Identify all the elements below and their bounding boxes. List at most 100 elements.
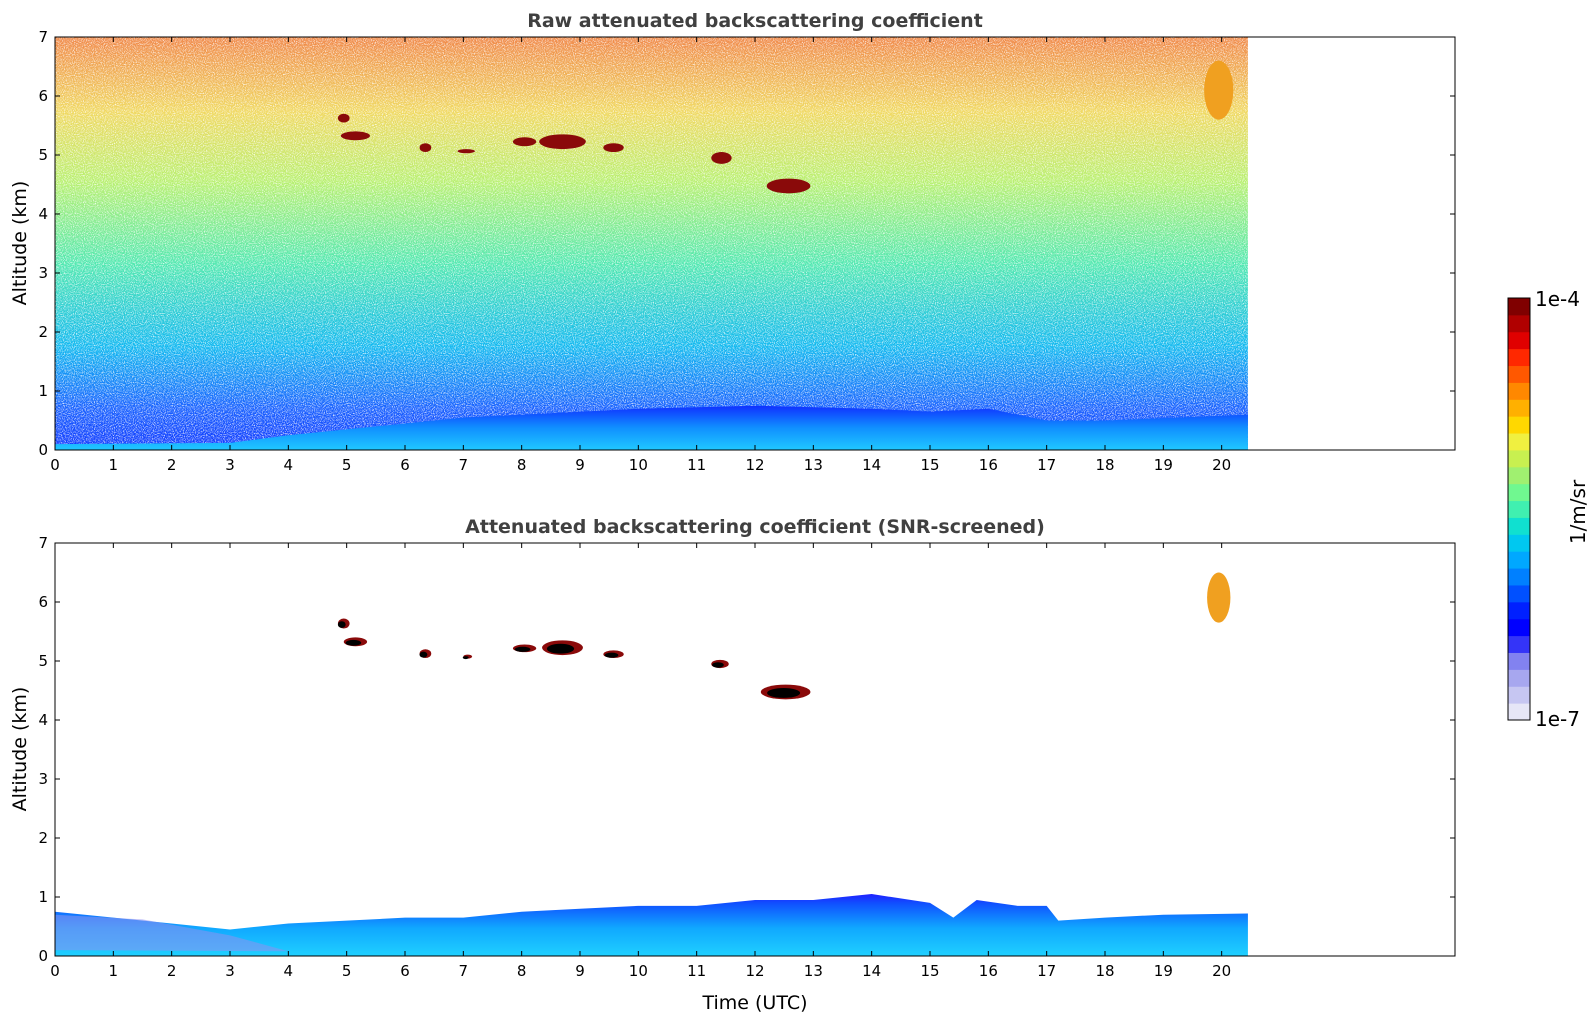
cloud-layer	[340, 131, 370, 141]
heatmap-raw	[55, 37, 1248, 450]
x-tick-label: 0	[50, 962, 60, 980]
colorbar-segment	[1508, 416, 1530, 434]
boundary-layer-raw	[55, 405, 1248, 450]
plot-frame-screened	[54, 542, 1456, 957]
x-tick-label: 13	[804, 962, 823, 980]
x-tick-label: 2	[167, 456, 177, 474]
colorbar-segment	[1508, 331, 1530, 350]
x-tick-label: 8	[517, 962, 527, 980]
colorbar: 1e-4 1e-7 1/m/sr	[1507, 287, 1590, 731]
x-tick-label: 9	[575, 962, 585, 980]
boundary-layer-area	[55, 405, 1248, 450]
colorbar-segment	[1508, 584, 1530, 603]
xlabel-time: Time (UTC)	[701, 992, 807, 1014]
x-axis-raw: 0 1 2 3 4 5 6 7 8 9 10 11 12 13 14 15 16 17 18 19 20	[50, 37, 1231, 474]
y-tick-label: 2	[38, 829, 48, 847]
x-tick-label: 11	[687, 456, 706, 474]
panel-raw: Raw attenuated backscattering coefficien…	[9, 10, 1456, 474]
colorbar-segment	[1508, 298, 1530, 316]
cloud-layer	[711, 152, 732, 164]
cloud-layer	[1204, 60, 1234, 120]
y-tick-label: 3	[38, 264, 48, 282]
colorbar-segment	[1508, 314, 1530, 333]
x-tick-label: 2	[167, 962, 177, 980]
x-tick-label: 7	[459, 962, 469, 980]
x-tick-label: 18	[1095, 962, 1114, 980]
y-tick-label: 6	[38, 87, 48, 105]
chart-title-raw: Raw attenuated backscattering coefficien…	[527, 10, 983, 32]
y-tick-label: 4	[38, 205, 48, 223]
x-tick-label: 1	[109, 456, 119, 474]
x-tick-label: 15	[920, 456, 939, 474]
x-tick-label: 4	[284, 456, 294, 474]
colorbar-segment	[1508, 483, 1530, 502]
x-tick-label: 16	[979, 456, 998, 474]
x-tick-label: 19	[1154, 962, 1173, 980]
colorbar-segment	[1508, 652, 1530, 670]
heatmap-screened	[55, 572, 1248, 956]
cloud-layer	[539, 134, 586, 150]
colorbar-segment	[1508, 382, 1530, 400]
colorbar-segment	[1508, 399, 1530, 417]
x-tick-label: 17	[1037, 456, 1056, 474]
cloud-core	[514, 646, 531, 652]
x-tick-label: 20	[1212, 962, 1231, 980]
colorbar-segment	[1508, 635, 1530, 653]
x-tick-label: 10	[629, 962, 648, 980]
x-tick-label: 18	[1095, 456, 1114, 474]
raw-noise-overlay	[55, 37, 1248, 450]
y-axis-raw: 0 1 2 3 4 5 6 7	[38, 28, 1455, 459]
colorbar-segment	[1508, 669, 1530, 687]
x-tick-label: 4	[284, 962, 294, 980]
x-tick-label: 3	[225, 962, 235, 980]
cloud-core	[345, 639, 362, 646]
cloud-layer	[419, 143, 432, 153]
y-tick-label: 1	[38, 382, 48, 400]
y-tick-label: 0	[38, 441, 48, 459]
colorbar-unit-label: 1/m/sr	[1566, 479, 1590, 544]
colorbar-segment	[1508, 433, 1530, 451]
x-tick-label: 6	[400, 456, 410, 474]
cloud-layers-raw	[337, 60, 1234, 194]
x-tick-label: 5	[342, 456, 352, 474]
cloud-layer	[337, 113, 350, 123]
x-tick-label: 3	[225, 456, 235, 474]
colorbar-segment	[1508, 365, 1530, 383]
cloud-core	[767, 688, 801, 698]
chart-title-screened: Attenuated backscattering coefficient (S…	[465, 516, 1045, 538]
colorbar-scale	[1508, 298, 1530, 721]
x-tick-label: 12	[745, 962, 764, 980]
y-tick-label: 4	[38, 711, 48, 729]
colorbar-min-label: 1e-7	[1535, 707, 1580, 731]
x-tick-label: 13	[804, 456, 823, 474]
y-tick-label: 7	[38, 28, 48, 46]
x-tick-label: 17	[1037, 962, 1056, 980]
x-tick-label: 16	[979, 962, 998, 980]
y-tick-label: 2	[38, 323, 48, 341]
y-tick-label: 5	[38, 652, 48, 670]
boundary-layer-area	[55, 894, 1248, 956]
x-tick-label: 11	[687, 962, 706, 980]
x-tick-label: 12	[745, 456, 764, 474]
colorbar-segment	[1508, 551, 1530, 569]
x-tick-label: 20	[1212, 456, 1231, 474]
x-tick-label: 0	[50, 456, 60, 474]
x-tick-label: 8	[517, 456, 527, 474]
x-tick-label: 7	[459, 456, 469, 474]
y-tick-label: 3	[38, 770, 48, 788]
y-tick-label: 5	[38, 146, 48, 164]
x-tick-label: 1	[109, 962, 119, 980]
cloud-layer	[766, 178, 811, 194]
colorbar-segment	[1508, 466, 1530, 485]
cloud-core	[337, 621, 346, 628]
x-tick-label: 14	[862, 962, 881, 980]
colorbar-segment	[1508, 500, 1530, 518]
x-tick-label: 9	[575, 456, 585, 474]
boundary-layer-screened	[55, 894, 1248, 956]
x-axis-screened: 0 1 2 3 4 5 6 7 8 9 10 11 12 13 14 15 16 17 18 19 20	[50, 543, 1231, 980]
cloud-layer	[603, 143, 624, 153]
y-tick-label: 6	[38, 593, 48, 611]
cloud-layers-screened	[337, 572, 1231, 700]
cloud-core	[546, 643, 575, 654]
ylabel-raw: Altitude (km)	[9, 181, 31, 306]
